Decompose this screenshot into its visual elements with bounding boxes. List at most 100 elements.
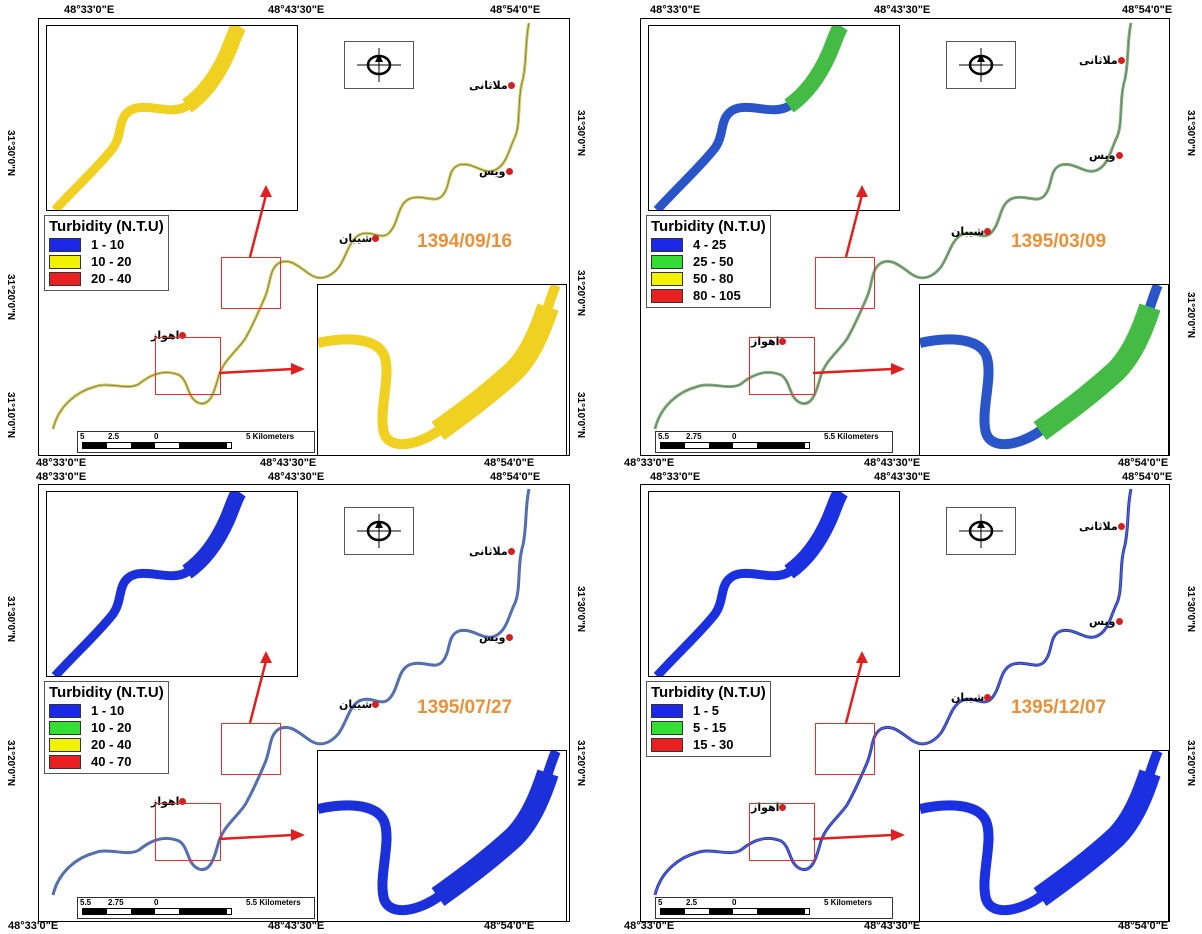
coord-label-vertical: 31°20'0"N: [1185, 740, 1196, 787]
scale-labels: 5 2.5 0 5 Kilometers: [78, 432, 314, 442]
legend-label: 4 - 25: [693, 237, 727, 252]
zoom-box-upper: [815, 723, 875, 775]
coord-label-vertical: 31°30'0"N: [1185, 586, 1196, 633]
inset-river-wide: [1033, 769, 1161, 906]
legend-swatch: [651, 254, 683, 269]
inset-river-wide: [784, 492, 848, 579]
coord-label-vertical: 31°30'0"N: [1185, 110, 1196, 157]
zoom-box-lower: [749, 803, 815, 861]
legend-item: 15 - 30: [651, 736, 766, 753]
legend: Turbidity (N.T.U) 1 - 10 10 - 20 20 - 40: [44, 215, 169, 291]
city-marker-icon: [505, 634, 513, 641]
coord-label-vertical: 31°10'0"N: [575, 392, 586, 439]
scale-segment: [83, 909, 107, 914]
legend-swatch: [49, 720, 81, 735]
scale-segment: [155, 909, 179, 914]
legend-label: 25 - 50: [693, 254, 734, 269]
place-label-shiban: شیبان: [339, 698, 380, 711]
inset-river-bottom: [318, 751, 561, 916]
place-name: ویس: [479, 631, 506, 644]
place-name: ویس: [479, 165, 506, 178]
scale-bar: 5.5 2.75 0 5.5 Kilometers: [655, 431, 893, 453]
city-marker-icon: [372, 235, 380, 242]
north-arrow-icon: [946, 507, 1016, 555]
scale-labels: 5.5 2.75 0 5.5 Kilometers: [656, 432, 892, 442]
zoom-box-lower: [155, 803, 221, 861]
scale-segment: [107, 909, 131, 914]
legend: Turbidity (N.T.U) 1 - 10 10 - 20 20 - 40 40 …: [44, 681, 169, 774]
inset-river-top: [653, 492, 848, 676]
map-panel-4: Turbidity (N.T.U) 1 - 5 5 - 15 15 - 30 1395/…: [640, 484, 1170, 922]
coord-label-vertical: 31°20'0"N: [575, 270, 586, 317]
legend-item: 10 - 20: [49, 719, 164, 736]
coord-label: 48°54'0"E: [484, 920, 535, 932]
legend-swatch: [651, 271, 683, 286]
zoom-arrows: [812, 651, 905, 841]
place-label-veys: ویس: [479, 631, 513, 644]
scale-segment: [781, 443, 805, 448]
inset-river-wide: [182, 26, 246, 113]
legend-label: 40 - 70: [91, 754, 132, 769]
scale-segment: [781, 909, 805, 914]
river-outline: [52, 488, 530, 896]
scale-segment: [685, 443, 709, 448]
scale-label: 5.5 Kilometers: [824, 432, 879, 441]
scale-segment: [155, 443, 179, 448]
legend-label: 50 - 80: [693, 271, 734, 286]
place-name: ویس: [1089, 149, 1116, 162]
scale-label: 5.5 Kilometers: [246, 898, 301, 907]
legend-swatch: [49, 737, 81, 752]
city-marker-icon: [984, 694, 992, 701]
legend-label: 10 - 20: [91, 720, 132, 735]
scale-segment: [733, 909, 757, 914]
legend-item: 50 - 80: [651, 270, 766, 287]
scale-label: 0: [732, 898, 737, 907]
place-label-ahvaz: اهواز: [151, 795, 187, 808]
place-name: اهواز: [751, 335, 780, 348]
compass-rose-icon: [357, 48, 401, 82]
scale-labels: 5.5 2.75 0 5.5 Kilometers: [78, 898, 314, 908]
scale-label: 2.5: [108, 432, 120, 441]
coord-label-vertical: 31°20'0"N: [1185, 292, 1196, 339]
legend-title: Turbidity (N.T.U): [651, 684, 766, 701]
north-arrow-icon: [344, 41, 414, 89]
legend-label: 80 - 105: [693, 288, 741, 303]
coord-label: 48°54'0"E: [490, 4, 541, 16]
coord-label: 48°54'0"E: [484, 457, 535, 469]
legend-swatch: [49, 754, 81, 769]
river-outline: [52, 22, 530, 430]
place-label-veys: ویس: [1089, 149, 1123, 162]
coord-label: 48°43'30"E: [268, 920, 325, 932]
place-name: اهواز: [151, 329, 180, 342]
north-arrow-icon: [344, 507, 414, 555]
map-panel-1: Turbidity (N.T.U) 1 - 10 10 - 20 20 - 40 139…: [38, 18, 570, 456]
legend-item: 20 - 40: [49, 736, 164, 753]
zoom-box-upper: [221, 723, 281, 775]
place-name: ملاثانی: [469, 545, 508, 558]
coord-label: 48°43'30"E: [864, 920, 921, 932]
city-marker-icon: [179, 798, 187, 805]
zoom-arrows: [218, 651, 305, 841]
legend-item: 1 - 10: [49, 236, 164, 253]
place-name: شیبان: [339, 232, 373, 245]
legend-swatch: [49, 271, 81, 286]
coord-label: 48°33'0"E: [650, 4, 701, 16]
legend: Turbidity (N.T.U) 4 - 25 25 - 50 50 - 80 80 …: [646, 215, 771, 308]
inset-river-top: [653, 26, 848, 210]
scale-label: 0: [154, 432, 159, 441]
place-label-shiban: شیبان: [951, 691, 992, 704]
inset-map-bottom: [919, 284, 1169, 456]
scale-segment: [203, 909, 227, 914]
inset-river-wide: [431, 769, 559, 906]
legend-title: Turbidity (N.T.U): [49, 684, 164, 701]
place-name: ویس: [1089, 615, 1116, 628]
inset-river-wide: [182, 492, 246, 579]
zoom-arrows: [812, 185, 905, 375]
place-name: ملاثانی: [1079, 520, 1118, 533]
legend-swatch: [651, 237, 683, 252]
compass-rose-icon: [959, 48, 1003, 82]
zoom-arrows: [218, 185, 305, 375]
inset-river-bottom: [318, 285, 561, 450]
inset-map-bottom: [317, 750, 567, 922]
